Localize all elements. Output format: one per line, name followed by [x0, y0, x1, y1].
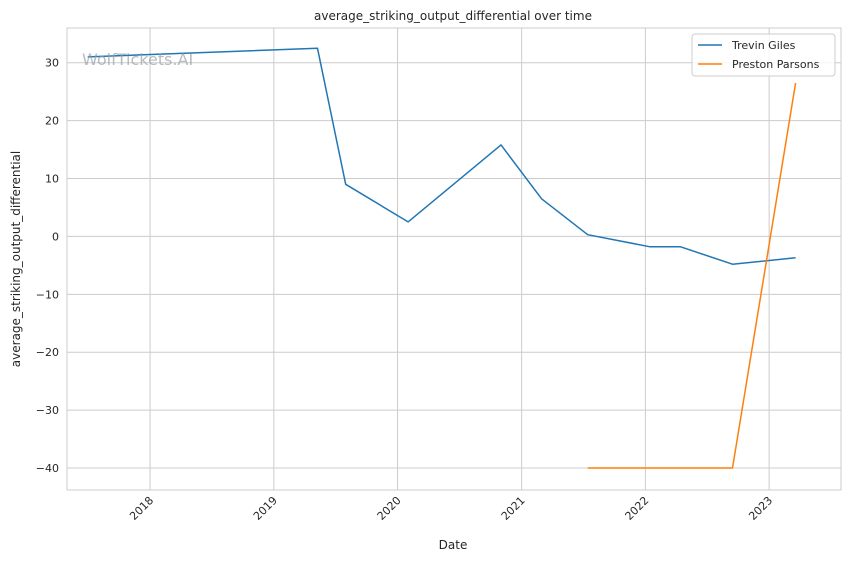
series-layer: [87, 47, 797, 469]
legend-label: Preston Parsons: [732, 58, 820, 71]
legend-label: Trevin Giles: [731, 39, 796, 52]
x-tick-label: 2021: [499, 494, 528, 523]
x-axis-ticks: 2018 2019 2020 2021 2022 2023: [127, 494, 775, 523]
watermark-text: WolfTickets.AI: [82, 50, 193, 69]
y-tick-label: 0: [52, 230, 59, 243]
chart-title: average_striking_output_differential ove…: [314, 9, 592, 23]
y-axis-ticks: 30 20 10 0 −10 −20 −30 −40: [36, 57, 59, 475]
grid: [67, 28, 841, 490]
x-tick-label: 2019: [251, 494, 280, 523]
legend: Trevin Giles Preston Parsons: [691, 33, 836, 77]
y-tick-label: 30: [45, 57, 59, 70]
x-tick-label: 2020: [375, 494, 404, 523]
y-axis-label: average_striking_output_differential: [9, 151, 23, 367]
x-tick-label: 2018: [127, 494, 156, 523]
legend-box: [691, 33, 836, 77]
y-tick-label: −30: [36, 404, 59, 417]
y-tick-label: −10: [36, 288, 59, 301]
x-tick-label: 2023: [746, 494, 775, 523]
y-tick-label: 20: [45, 115, 59, 128]
y-tick-label: 10: [45, 173, 59, 186]
series-line-0: [87, 47, 796, 265]
y-tick-label: −40: [36, 462, 59, 475]
plot-frame: [66, 27, 842, 491]
y-tick-label: −20: [36, 346, 59, 359]
x-tick-label: 2022: [623, 494, 652, 523]
x-axis-label: Date: [439, 538, 468, 552]
series-line-1: [587, 82, 797, 469]
